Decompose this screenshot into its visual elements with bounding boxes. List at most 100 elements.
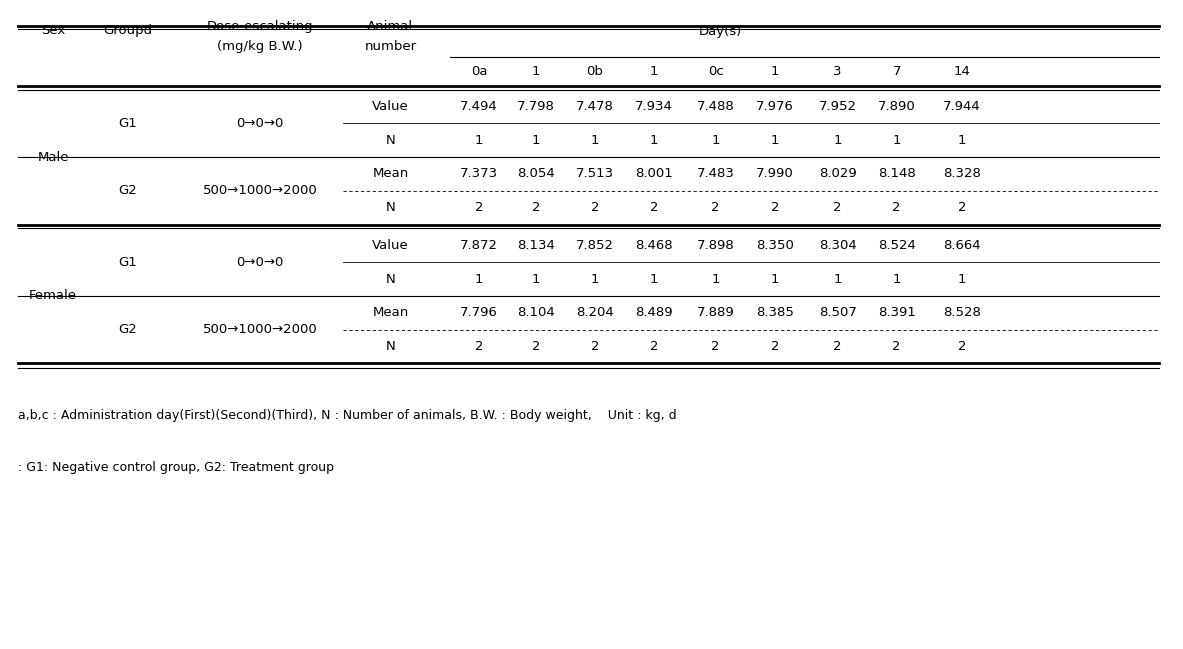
Text: 8.328: 8.328 [943, 167, 981, 180]
Text: 8.350: 8.350 [756, 239, 794, 252]
Text: Value: Value [371, 239, 409, 252]
Text: G2: G2 [118, 184, 137, 197]
Text: 8.134: 8.134 [517, 239, 555, 252]
Text: N: N [386, 340, 395, 353]
Text: 2: 2 [892, 340, 901, 353]
Text: Male: Male [38, 151, 69, 164]
Text: 2: 2 [649, 201, 659, 214]
Text: 8.528: 8.528 [943, 306, 981, 319]
Text: 8.664: 8.664 [943, 239, 981, 252]
Text: 3: 3 [833, 65, 842, 78]
Text: 0→0→0: 0→0→0 [237, 117, 284, 130]
Text: 8.001: 8.001 [635, 167, 673, 180]
Text: 2: 2 [474, 201, 484, 214]
Text: 1: 1 [711, 134, 720, 147]
Text: 7.796: 7.796 [460, 306, 498, 319]
Text: 1: 1 [957, 134, 967, 147]
Text: 8.204: 8.204 [576, 306, 614, 319]
Text: a,b,c : Administration day(First)(Second)(Third), N : Number of animals, B.W. : : a,b,c : Administration day(First)(Second… [18, 409, 677, 422]
Text: Mean: Mean [373, 167, 408, 180]
Text: 7.478: 7.478 [576, 100, 614, 113]
Text: 2: 2 [770, 340, 780, 353]
Text: 7.483: 7.483 [697, 167, 735, 180]
Text: 14: 14 [953, 65, 970, 78]
Text: G1: G1 [118, 256, 137, 269]
Text: 0a: 0a [471, 65, 487, 78]
Text: N: N [386, 134, 395, 147]
Text: 7.798: 7.798 [517, 100, 555, 113]
Text: N: N [386, 201, 395, 214]
Text: 8.385: 8.385 [756, 306, 794, 319]
Text: 1: 1 [892, 273, 901, 286]
Text: 7.934: 7.934 [635, 100, 673, 113]
Text: 2: 2 [531, 201, 541, 214]
Text: 8.304: 8.304 [819, 239, 856, 252]
Text: 2: 2 [474, 340, 484, 353]
Text: Animal: Animal [368, 20, 413, 34]
Text: 1: 1 [833, 273, 842, 286]
Text: Female: Female [30, 289, 77, 302]
Text: 1: 1 [474, 134, 484, 147]
Text: 7.889: 7.889 [697, 306, 735, 319]
Text: 2: 2 [770, 201, 780, 214]
Text: number: number [364, 40, 416, 53]
Text: 8.148: 8.148 [878, 167, 916, 180]
Text: 1: 1 [833, 134, 842, 147]
Text: 7.944: 7.944 [943, 100, 981, 113]
Text: 8.391: 8.391 [878, 306, 916, 319]
Text: 500→1000→2000: 500→1000→2000 [203, 323, 317, 336]
Text: 8.054: 8.054 [517, 167, 555, 180]
Text: G1: G1 [118, 117, 137, 130]
Text: 8.507: 8.507 [819, 306, 856, 319]
Text: 8.489: 8.489 [635, 306, 673, 319]
Text: 7.952: 7.952 [819, 100, 856, 113]
Text: 2: 2 [833, 201, 842, 214]
Text: 2: 2 [590, 340, 600, 353]
Text: 1: 1 [770, 273, 780, 286]
Text: 2: 2 [649, 340, 659, 353]
Text: 0c: 0c [707, 65, 724, 78]
Text: 1: 1 [474, 273, 484, 286]
Text: 8.104: 8.104 [517, 306, 555, 319]
Text: 0→0→0: 0→0→0 [237, 256, 284, 269]
Text: 1: 1 [711, 273, 720, 286]
Text: 1: 1 [649, 65, 659, 78]
Text: : G1: Negative control group, G2: Treatment group: : G1: Negative control group, G2: Treatm… [18, 461, 334, 474]
Text: 7.890: 7.890 [878, 100, 916, 113]
Text: 0b: 0b [587, 65, 603, 78]
Text: 2: 2 [892, 201, 901, 214]
Text: 2: 2 [833, 340, 842, 353]
Text: 2: 2 [531, 340, 541, 353]
Text: 7.488: 7.488 [697, 100, 735, 113]
Text: 1: 1 [590, 134, 600, 147]
Text: Dose-escalating: Dose-escalating [207, 20, 313, 34]
Text: 1: 1 [957, 273, 967, 286]
Text: Value: Value [371, 100, 409, 113]
Text: Groupd: Groupd [103, 23, 153, 37]
Text: 7.976: 7.976 [756, 100, 794, 113]
Text: Day(s): Day(s) [699, 25, 742, 38]
Text: 1: 1 [892, 134, 901, 147]
Text: 7.872: 7.872 [460, 239, 498, 252]
Text: Sex: Sex [41, 23, 65, 37]
Text: 7.990: 7.990 [756, 167, 794, 180]
Text: 7.898: 7.898 [697, 239, 735, 252]
Text: 500→1000→2000: 500→1000→2000 [203, 184, 317, 197]
Text: 7.494: 7.494 [460, 100, 498, 113]
Text: N: N [386, 273, 395, 286]
Text: 2: 2 [957, 201, 967, 214]
Text: 8.029: 8.029 [819, 167, 856, 180]
Text: 1: 1 [531, 273, 541, 286]
Text: 8.468: 8.468 [635, 239, 673, 252]
Text: 2: 2 [711, 201, 720, 214]
Text: 1: 1 [649, 273, 659, 286]
Text: 7.513: 7.513 [576, 167, 614, 180]
Text: 1: 1 [590, 273, 600, 286]
Text: 2: 2 [590, 201, 600, 214]
Text: 1: 1 [770, 134, 780, 147]
Text: 1: 1 [531, 134, 541, 147]
Text: 8.524: 8.524 [878, 239, 916, 252]
Text: 1: 1 [649, 134, 659, 147]
Text: 2: 2 [957, 340, 967, 353]
Text: 1: 1 [531, 65, 541, 78]
